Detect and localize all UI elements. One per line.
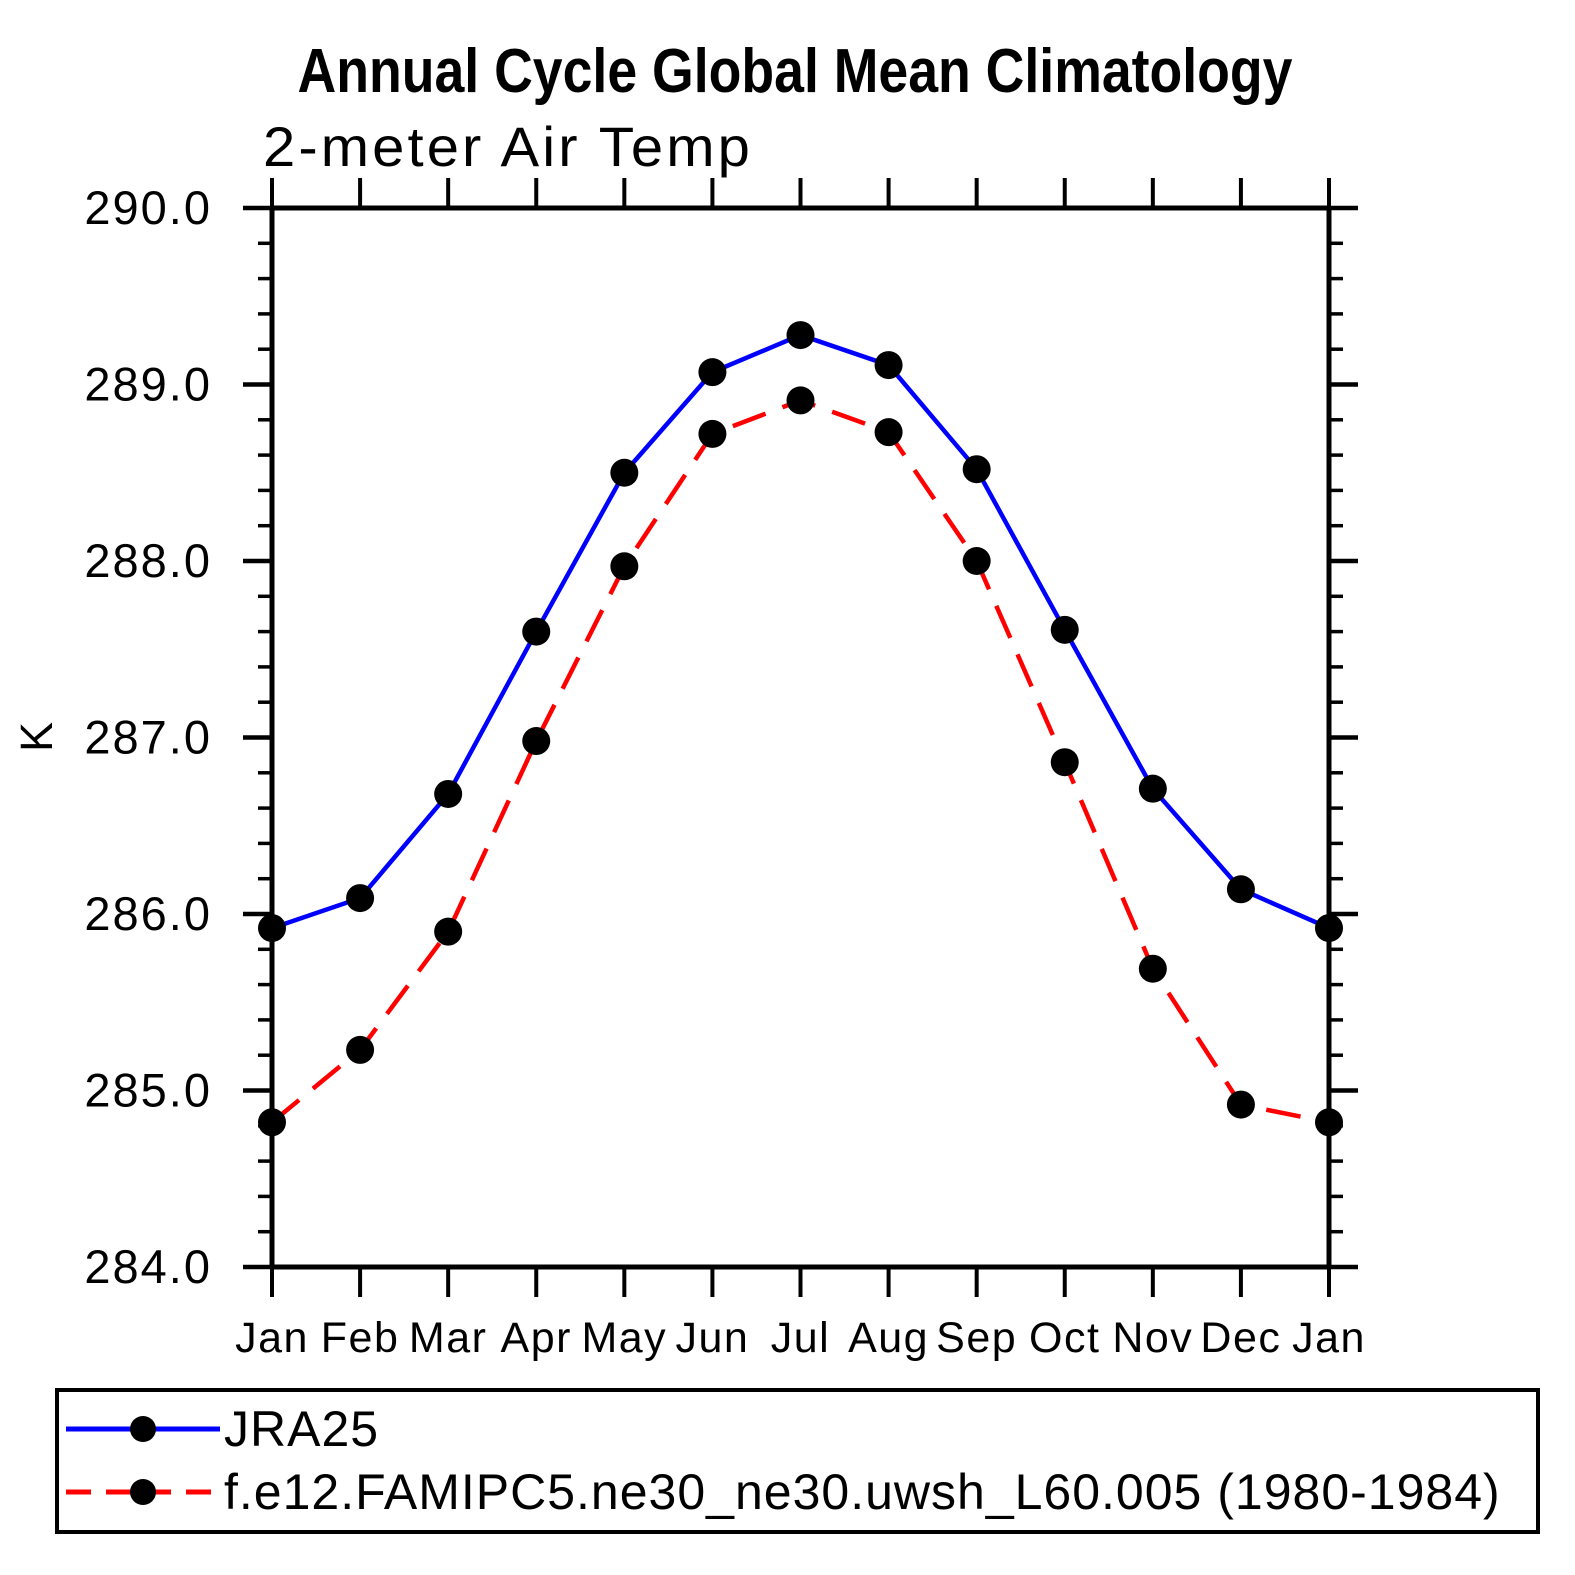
x-tick-label: Mar (409, 1314, 488, 1362)
data-point-marker (346, 1035, 375, 1064)
x-tick-label: Sep (936, 1314, 1017, 1362)
data-point-marker (258, 914, 286, 943)
y-tick-label: 285.0 (84, 1064, 212, 1117)
data-point-marker (962, 547, 991, 575)
legend-marker (130, 1479, 156, 1505)
y-tick-label: 290.0 (84, 181, 212, 234)
legend-marker (130, 1416, 156, 1442)
x-tick-label: Dec (1200, 1314, 1281, 1362)
data-point-marker (1315, 1108, 1343, 1137)
series-layer (258, 321, 1343, 1137)
x-tick-label: Nov (1112, 1314, 1193, 1362)
data-point-marker (258, 1108, 286, 1137)
data-point-marker (522, 617, 551, 646)
y-axis-label: K (11, 722, 62, 752)
x-tick-label: May (581, 1314, 667, 1362)
data-point-marker (962, 455, 991, 484)
data-point-marker (1138, 954, 1167, 983)
legend-box (55, 1388, 1540, 1534)
y-tick-label: 288.0 (84, 534, 212, 587)
data-point-marker (434, 917, 463, 946)
x-tick-label: Oct (1029, 1314, 1100, 1362)
data-point-marker (698, 419, 727, 448)
axes-layer (243, 178, 1358, 1297)
y-tick-label: 286.0 (84, 887, 212, 940)
data-point-marker (874, 418, 903, 447)
data-point-marker (346, 884, 375, 913)
series-line-jra25 (271, 332, 1330, 931)
x-tick-label: Feb (321, 1314, 400, 1362)
legend: JRA25 f.e12.FAMIPC5.ne30_ne30.uwsh_L60.00… (55, 1388, 1540, 1534)
data-point-marker (874, 351, 903, 380)
data-point-marker (1138, 774, 1167, 803)
data-point-marker (610, 552, 639, 581)
y-tick-label: 284.0 (84, 1240, 212, 1293)
data-point-marker (786, 321, 815, 350)
data-point-marker (786, 386, 815, 415)
data-point-marker (610, 458, 639, 487)
y-tick-label: 287.0 (84, 711, 212, 764)
data-point-marker (1050, 748, 1079, 777)
data-point-marker (1315, 914, 1343, 943)
data-point-marker (698, 358, 727, 387)
chart-title: Annual Cycle Global Mean Climatology (298, 37, 1293, 106)
legend-label: JRA25 (224, 1401, 379, 1457)
x-tick-label: Jul (771, 1314, 830, 1362)
x-tick-label: Jan (1292, 1314, 1366, 1362)
data-point-marker (522, 727, 551, 756)
x-tick-label: Jan (235, 1314, 309, 1362)
series-line-model (270, 397, 1330, 1125)
labels-layer: Annual Cycle Global Mean Climatology 2-m… (11, 37, 1366, 1362)
chart-subtitle: 2-meter Air Temp (263, 115, 753, 178)
data-point-marker (1226, 875, 1255, 904)
x-tick-label: Aug (848, 1314, 929, 1362)
y-tick-label: 289.0 (84, 358, 212, 411)
data-point-marker (434, 779, 463, 808)
x-tick-label: Jun (675, 1314, 749, 1362)
data-point-marker (1226, 1090, 1255, 1119)
data-point-marker (1050, 615, 1079, 644)
x-tick-label: Apr (501, 1314, 572, 1362)
legend-label: f.e12.FAMIPC5.ne30_ne30.uwsh_L60.005 (19… (224, 1464, 1501, 1520)
